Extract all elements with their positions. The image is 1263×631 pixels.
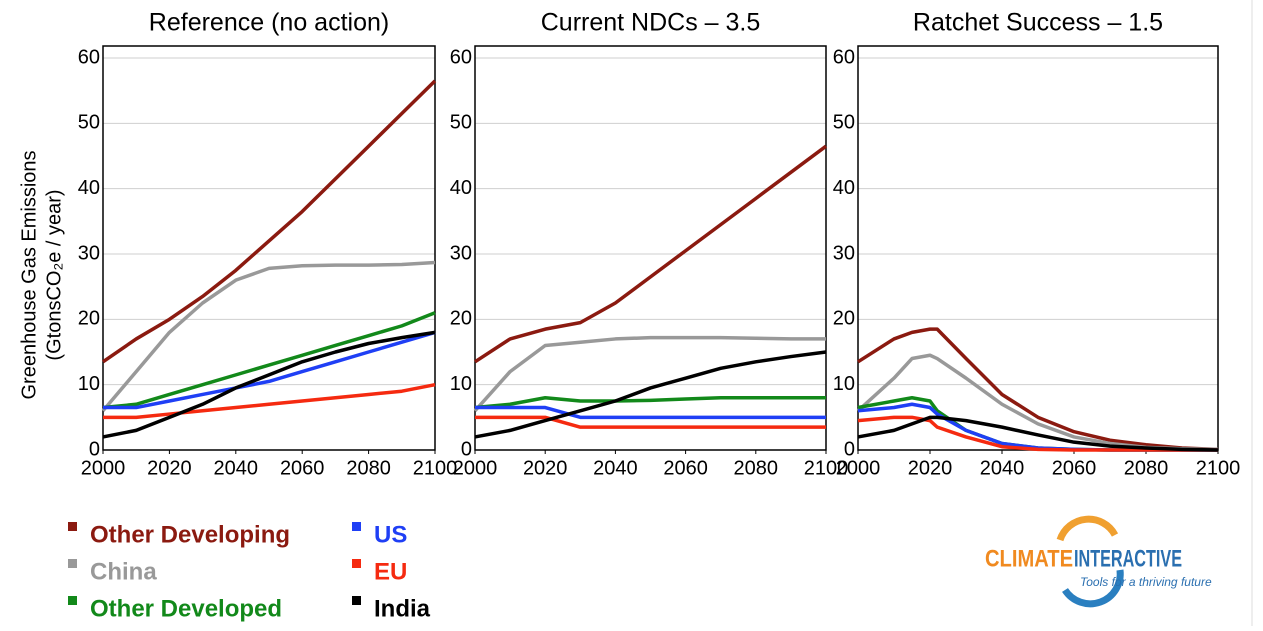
x-tick-label: 2020 <box>147 457 192 479</box>
y-tick-label: 0 <box>89 438 100 460</box>
legend-swatch <box>68 596 77 605</box>
series-line: Other Developing <box>474 144 828 364</box>
legend-swatch <box>352 596 361 605</box>
y-tick-label: 20 <box>450 308 472 330</box>
logo-word: INTERACTIVE <box>1074 545 1182 572</box>
x-tick-label: 2000 <box>836 457 881 479</box>
y-tick-label: 0 <box>844 438 855 460</box>
logo-tagline: Tools for a thriving future <box>1080 575 1212 589</box>
plot-frame <box>474 45 827 451</box>
legend-label: EU <box>374 558 407 585</box>
series-line: China <box>101 260 436 412</box>
y-tick-label: 40 <box>833 177 855 199</box>
x-tick-label: 2060 <box>1052 457 1097 479</box>
y-axis-label: (GtonsCO₂e / year) <box>43 189 65 360</box>
y-tick-label: 10 <box>833 373 855 395</box>
x-tick-label: 2040 <box>980 457 1025 479</box>
y-tick-label: 10 <box>450 373 472 395</box>
logo-word: CLIMATE <box>985 545 1073 572</box>
logo-arrow <box>1062 569 1124 608</box>
legend-label: US <box>374 521 407 548</box>
x-tick-label: 2080 <box>346 457 391 479</box>
series-line: Other Developed <box>474 395 826 410</box>
y-tick-label: 50 <box>833 112 855 134</box>
y-tick-label: 50 <box>78 112 100 134</box>
legend-swatch <box>352 522 361 531</box>
y-tick-label: 20 <box>78 308 100 330</box>
x-tick-label: 2040 <box>593 457 638 479</box>
series-line: EU <box>857 415 1218 452</box>
chart-title: Ratchet Success – 1.5 <box>913 9 1163 37</box>
legend-label: India <box>374 595 431 622</box>
y-tick-label: 10 <box>78 373 100 395</box>
series-line: EU <box>103 382 436 420</box>
y-tick-label: 60 <box>833 46 855 68</box>
legend-swatch <box>352 559 361 568</box>
plot-frame <box>857 45 1219 451</box>
y-tick-label: 30 <box>833 242 855 264</box>
y-tick-label: 50 <box>450 112 472 134</box>
x-tick-label: 2040 <box>214 457 259 479</box>
series-line: Other Developed <box>102 311 436 410</box>
x-tick-label: 2100 <box>804 457 849 479</box>
series-line: India <box>857 415 1219 452</box>
x-tick-label: 2100 <box>413 457 458 479</box>
y-tick-label: 30 <box>450 242 472 264</box>
chart-title: Reference (no action) <box>149 9 389 37</box>
x-tick-label: 2000 <box>81 457 126 479</box>
series-line: EU <box>475 415 826 429</box>
x-tick-label: 2060 <box>280 457 325 479</box>
legend-label: Other Developing <box>90 521 290 548</box>
legend-swatch <box>68 559 77 568</box>
y-tick-label: 20 <box>833 308 855 330</box>
y-tick-label: 60 <box>450 46 472 68</box>
x-tick-label: 2020 <box>908 457 953 479</box>
logo-arrow <box>1056 515 1119 542</box>
series-line: Other Developing <box>102 79 437 364</box>
y-tick-label: 40 <box>450 177 472 199</box>
chart-title: Current NDCs – 3.5 <box>541 9 761 37</box>
x-tick-label: 2080 <box>734 457 779 479</box>
series-line: India <box>102 330 436 439</box>
legend-label: Other Developed <box>90 595 282 622</box>
series-line: US <box>857 402 1218 452</box>
x-tick-label: 2080 <box>1124 457 1169 479</box>
plot-frame <box>102 45 436 451</box>
x-tick-label: 2000 <box>453 457 498 479</box>
y-tick-label: 0 <box>461 438 472 460</box>
x-tick-label: 2020 <box>523 457 568 479</box>
series-line: Other Developing <box>857 327 1219 452</box>
x-tick-label: 2060 <box>663 457 708 479</box>
y-tick-label: 40 <box>78 177 100 199</box>
series-line: China <box>473 335 826 412</box>
logo: CLIMATE INTERACTIVE Tools for a thriving… <box>985 515 1212 608</box>
series-line: US <box>475 405 826 420</box>
y-tick-label: 30 <box>78 242 100 264</box>
legend-swatch <box>68 522 77 531</box>
series-line: India <box>474 350 827 439</box>
y-axis-label: Greenhouse Gas Emissions <box>18 150 40 399</box>
x-tick-label: 2100 <box>1196 457 1241 479</box>
legend-label: China <box>90 558 157 585</box>
series-line: US <box>103 330 436 410</box>
y-tick-label: 60 <box>78 46 100 68</box>
